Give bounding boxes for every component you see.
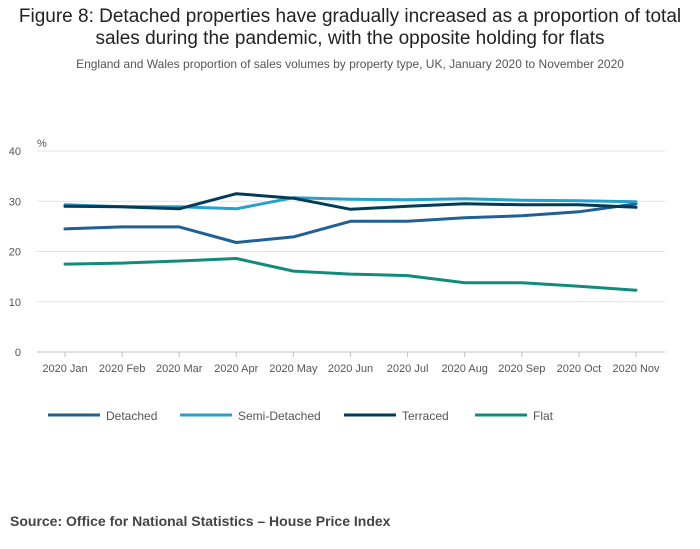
- y-axis-label: %: [37, 138, 47, 150]
- y-tick-label: 10: [9, 297, 21, 309]
- series-line-flat: [63, 257, 638, 292]
- legend-label-flat: Flat: [533, 409, 554, 423]
- legend-label-semi-detached: Semi-Detached: [238, 409, 321, 423]
- x-tick-label: 2020 Jun: [328, 363, 373, 375]
- x-tick-label: 2020 Sep: [498, 363, 545, 375]
- x-tick-label: 2020 Jul: [387, 363, 429, 375]
- x-tick-label: 2020 Mar: [156, 363, 203, 375]
- x-tick-label: 2020 Feb: [99, 363, 145, 375]
- y-tick-label: 0: [15, 347, 21, 359]
- y-tick-label: 30: [9, 196, 21, 208]
- line-chart: 0 10 20 30 40% 2020 Jan 2020 Feb 2020 Mar 2020 A…: [9, 138, 665, 423]
- y-tick-label: 40: [9, 146, 21, 158]
- x-tick-label: 2020 Nov: [612, 363, 660, 375]
- legend-label-terraced: Terraced: [402, 409, 449, 423]
- legend-label-detached: Detached: [106, 409, 157, 423]
- series-line-terraced: [63, 192, 638, 211]
- source-note: Source: Office for National Statistics –…: [10, 513, 391, 529]
- chart-title: Figure 8: Detached properties have gradu…: [18, 6, 682, 49]
- x-tick-label: 2020 Jan: [42, 363, 87, 375]
- x-tick-label: 2020 May: [269, 363, 318, 375]
- x-tick-label: 2020 Aug: [441, 363, 488, 375]
- chart-subtitle: England and Wales proportion of sales vo…: [76, 57, 624, 71]
- x-tick-label: 2020 Oct: [557, 363, 602, 375]
- x-tick-label: 2020 Apr: [214, 363, 258, 375]
- y-tick-label: 20: [9, 247, 21, 259]
- series-line-detached: [63, 202, 638, 244]
